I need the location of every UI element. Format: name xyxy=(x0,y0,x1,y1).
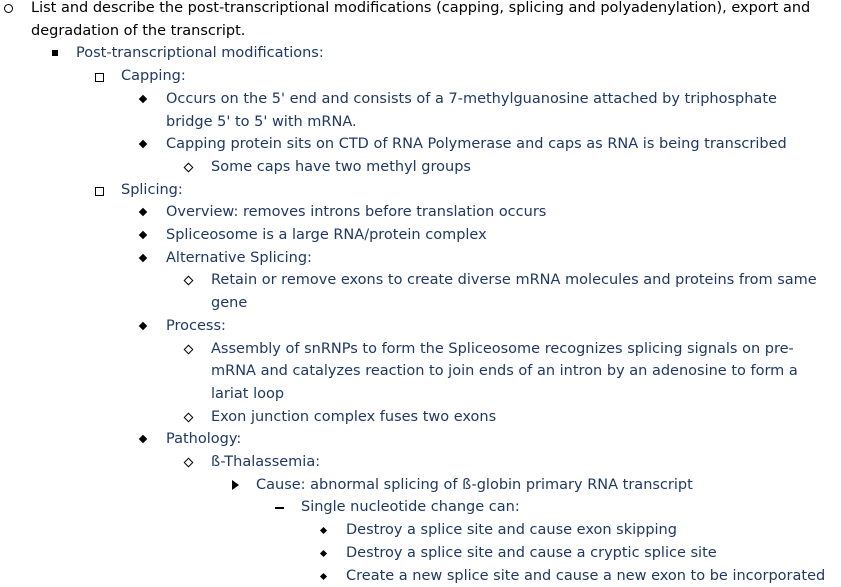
outline-text: Pathology: xyxy=(166,431,242,448)
hollow-circle-bullet-icon xyxy=(4,4,13,13)
outline-item-continuation: lariat loop xyxy=(0,383,841,406)
outline-item-level5: Exon junction complex fuses two exons xyxy=(0,406,841,429)
outline-item-level4: Alternative Splicing: xyxy=(0,247,841,270)
outline-item-level4: Overview: removes introns before transla… xyxy=(0,201,841,224)
outline-text: Capping: xyxy=(121,68,186,85)
hollow-square-bullet-icon xyxy=(95,73,104,83)
outline-item-level4: Capping protein sits on CTD of RNA Polym… xyxy=(0,133,841,156)
dash-bullet-icon xyxy=(275,507,284,509)
outline-item-level4: Spliceosome is a large RNA/protein compl… xyxy=(0,224,841,247)
outline-item-continuation: mRNA and catalyzes reaction to join ends… xyxy=(0,360,841,383)
outline-text: Destroy a splice site and cause a crypti… xyxy=(346,544,717,561)
outline-text: mRNA and catalyzes reaction to join ends… xyxy=(211,363,798,380)
outline-text: Splicing: xyxy=(121,181,183,198)
outline-text: List and describe the post-transcription… xyxy=(31,0,811,16)
outline-text: Single nucleotide change can: xyxy=(301,499,520,516)
outline-text: Cause: abnormal splicing of ß-globin pri… xyxy=(256,476,693,493)
outline-text: Create a new splice site and cause a new… xyxy=(346,567,826,584)
arrow-bullet-icon xyxy=(232,479,239,490)
outline-text: Retain or remove exons to create diverse… xyxy=(211,272,817,289)
hollow-square-bullet-icon xyxy=(95,186,104,196)
outline-text: degradation of the transcript. xyxy=(31,22,246,39)
outline-item-level4: Pathology: xyxy=(0,428,841,451)
outline-item-level5: Assembly of snRNPs to form the Spliceoso… xyxy=(0,338,841,361)
outline-text: Spliceosome is a large RNA/protein compl… xyxy=(166,227,487,244)
outline-item-level5: Some caps have two methyl groups xyxy=(0,156,841,179)
outline-text: Occurs on the 5' end and consists of a 7… xyxy=(166,90,777,107)
outline-item-level5: ß-Thalassemia: xyxy=(0,451,841,474)
outline-item-continuation: gene xyxy=(0,292,841,315)
outline-text: lariat loop xyxy=(211,385,285,402)
outline-text: Destroy a splice site and cause exon ski… xyxy=(346,522,677,539)
outline-item-level2: Post-transcriptional modifications: xyxy=(0,42,841,65)
outline-item-continuation: degradation of the transcript. xyxy=(0,20,841,43)
outline-text: Process: xyxy=(166,317,226,334)
outline-item-level7: Single nucleotide change can: xyxy=(0,496,841,519)
outline-item-level8: Create a new splice site and cause a new… xyxy=(0,565,841,587)
outline-text: Some caps have two methyl groups xyxy=(211,158,471,175)
outline-item-level4: Occurs on the 5' end and consists of a 7… xyxy=(0,88,841,111)
outline-text: Alternative Splicing: xyxy=(166,249,312,266)
outline-item-level4: Process: xyxy=(0,315,841,338)
outline-text: Post-transcriptional modifications: xyxy=(76,45,324,62)
outline-item-level8: Destroy a splice site and cause a crypti… xyxy=(0,542,841,565)
square-bullet-icon xyxy=(52,50,58,57)
outline-text: Overview: removes introns before transla… xyxy=(166,204,547,221)
outline-text: Exon junction complex fuses two exons xyxy=(211,408,497,425)
outline-item-level8: Destroy a splice site and cause exon ski… xyxy=(0,519,841,542)
outline-item-level6: Cause: abnormal splicing of ß-globin pri… xyxy=(0,474,841,497)
outline-text: ß-Thalassemia: xyxy=(211,454,321,471)
outline-text: gene xyxy=(211,295,248,312)
outline-text: Capping protein sits on CTD of RNA Polym… xyxy=(166,136,787,153)
outline-text: Assembly of snRNPs to form the Spliceoso… xyxy=(211,340,794,357)
outline-text: bridge 5' to 5' with mRNA. xyxy=(166,113,357,130)
outline-item-level3: Capping: xyxy=(0,65,841,88)
outline-item-level3: Splicing: xyxy=(0,179,841,202)
outline-item-level5: Retain or remove exons to create diverse… xyxy=(0,269,841,292)
outline-item-level1: List and describe the post-transcription… xyxy=(0,0,841,20)
outline-item-continuation: bridge 5' to 5' with mRNA. xyxy=(0,111,841,134)
